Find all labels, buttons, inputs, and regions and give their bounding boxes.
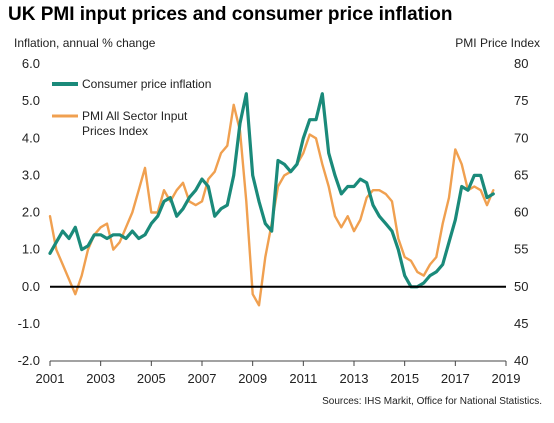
y-right-tick-label: 55 bbox=[514, 242, 528, 257]
y-left-tick-label: 6.0 bbox=[22, 56, 40, 71]
y-left-tick-label: -2.0 bbox=[18, 353, 40, 368]
y-left-tick-label: 0.0 bbox=[22, 279, 40, 294]
y-axis-right-label: PMI Price Index bbox=[455, 36, 540, 50]
y-left-tick-label: 1.0 bbox=[22, 242, 40, 257]
x-tick-label: 2007 bbox=[188, 371, 217, 386]
y-left-tick-label: -1.0 bbox=[18, 316, 40, 331]
y-left-tick-label: 4.0 bbox=[22, 130, 40, 145]
y-right-tick-label: 45 bbox=[514, 316, 528, 331]
y-right-tick-label: 75 bbox=[514, 93, 528, 108]
x-tick-label: 2001 bbox=[36, 371, 65, 386]
source-note: Sources: IHS Markit, Office for National… bbox=[322, 396, 542, 407]
x-tick-label: 2005 bbox=[137, 371, 166, 386]
legend-label-pmi-input-prices: PMI All Sector Input Prices Index bbox=[82, 109, 188, 138]
x-tick-label: 2013 bbox=[340, 371, 369, 386]
x-tick-label: 2019 bbox=[492, 371, 521, 386]
y-right-tick-label: 70 bbox=[514, 130, 528, 145]
x-tick-label: 2015 bbox=[390, 371, 419, 386]
x-tick-label: 2011 bbox=[289, 371, 317, 386]
x-tick-label: 2009 bbox=[238, 371, 267, 386]
y-right-tick-label: 40 bbox=[514, 353, 528, 368]
y-axis-left-label: Inflation, annual % change bbox=[14, 36, 156, 50]
y-right-tick-label: 65 bbox=[514, 167, 528, 182]
y-right-tick-label: 50 bbox=[514, 279, 528, 294]
x-tick-label: 2017 bbox=[441, 371, 470, 386]
series-line-consumer-price-inflation bbox=[48, 92, 495, 289]
x-tick-label: 2003 bbox=[86, 371, 115, 386]
y-right-tick-label: 80 bbox=[514, 56, 528, 71]
y-right-tick-label: 60 bbox=[514, 205, 528, 220]
y-left-tick-label: 5.0 bbox=[22, 93, 40, 108]
chart-title: UK PMI input prices and consumer price i… bbox=[8, 4, 453, 25]
legend-label-consumer-price-inflation: Consumer price inflation bbox=[82, 77, 211, 91]
y-left-tick-label: 3.0 bbox=[22, 167, 40, 182]
y-left-tick-label: 2.0 bbox=[22, 205, 40, 220]
